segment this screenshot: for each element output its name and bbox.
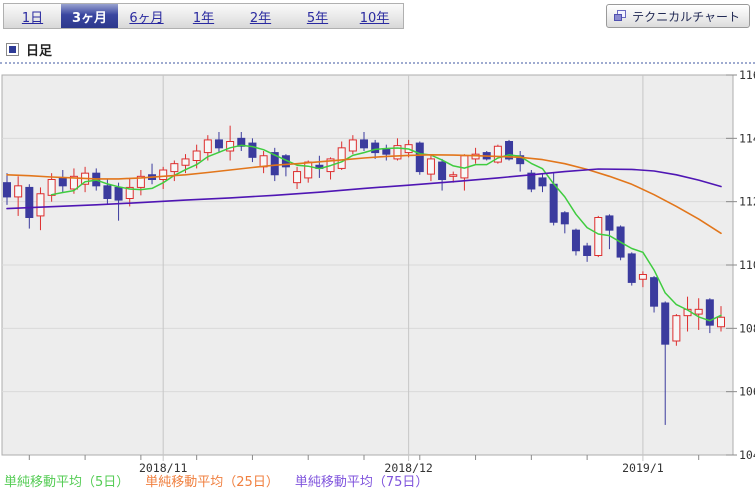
- period-tab-bar: 1日 3ヶ月 6ヶ月 1年 2年 5年 10年: [3, 3, 404, 29]
- svg-text:2019/1: 2019/1: [622, 461, 664, 475]
- svg-text:112: 112: [739, 195, 755, 209]
- dotted-separator: [0, 62, 755, 64]
- square-bullet-icon: [6, 43, 19, 56]
- tab-10years[interactable]: 10年: [359, 10, 390, 26]
- svg-text:114: 114: [739, 131, 755, 145]
- tab-5years[interactable]: 5年: [306, 10, 329, 26]
- technical-chart-button-label: テクニカルチャート: [632, 9, 740, 24]
- legend-sma75: 単純移動平均（75日）: [294, 475, 429, 490]
- chart-type-label: 日足: [26, 44, 53, 59]
- price-chart: 104 106 108 110 112 114 116 2018/11 2018/12 2019/…: [1, 68, 755, 475]
- legend-sma25: 単純移動平均（25日）: [145, 475, 279, 490]
- svg-text:2018/11: 2018/11: [139, 461, 188, 475]
- chart-section-header: 日足: [6, 40, 52, 59]
- chart-legend: 単純移動平均（5日） 単純移動平均（25日） 単純移動平均（75日）: [4, 471, 428, 490]
- technical-chart-button[interactable]: テクニカルチャート: [606, 4, 750, 28]
- tab-3months[interactable]: 3ヶ月: [61, 4, 118, 28]
- svg-text:116: 116: [739, 68, 755, 82]
- svg-text:2018/12: 2018/12: [384, 461, 432, 475]
- svg-text:106: 106: [739, 385, 755, 399]
- svg-text:110: 110: [739, 258, 755, 272]
- tab-2years[interactable]: 2年: [249, 10, 272, 26]
- tab-1year[interactable]: 1年: [192, 10, 215, 26]
- svg-text:104: 104: [739, 448, 755, 462]
- window-layers-icon: [614, 10, 627, 22]
- legend-sma5: 単純移動平均（5日）: [4, 475, 130, 490]
- tab-1day[interactable]: 1日: [21, 10, 44, 26]
- tab-6months[interactable]: 6ヶ月: [129, 10, 164, 26]
- svg-text:108: 108: [739, 321, 755, 335]
